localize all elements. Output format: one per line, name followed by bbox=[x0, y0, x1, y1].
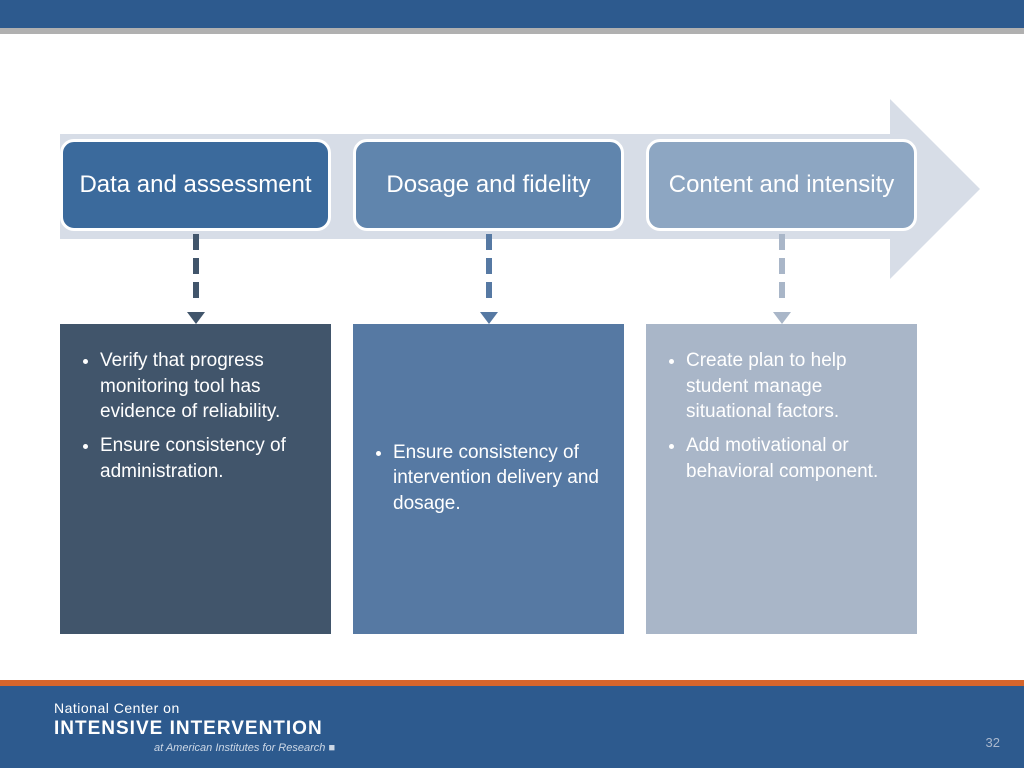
top-box-label: Dosage and fidelity bbox=[386, 170, 590, 200]
detail-box-dosage-fidelity: Ensure consistency of intervention deliv… bbox=[353, 324, 624, 634]
top-box-data-assessment: Data and assessment bbox=[60, 139, 331, 231]
header-top-bar bbox=[0, 0, 1024, 28]
footer-logo-line2: INTENSIVE INTERVENTION bbox=[54, 718, 1024, 740]
detail-box-content-intensity: Create plan to help student manage situa… bbox=[646, 324, 917, 634]
detail-box-data-assessment: Verify that progress monitoring tool has… bbox=[60, 324, 331, 634]
footer-bar: National Center on INTENSIVE INTERVENTIO… bbox=[0, 686, 1024, 768]
top-box-label: Content and intensity bbox=[669, 170, 894, 200]
top-box-dosage-fidelity: Dosage and fidelity bbox=[353, 139, 624, 231]
top-box-row: Data and assessment Dosage and fidelity … bbox=[60, 139, 917, 231]
detail-bullet: Ensure consistency of intervention deliv… bbox=[393, 440, 606, 517]
top-box-label: Data and assessment bbox=[79, 170, 311, 200]
connector-arrow-1 bbox=[193, 234, 199, 314]
page-number: 32 bbox=[986, 735, 1000, 750]
footer: National Center on INTENSIVE INTERVENTIO… bbox=[0, 680, 1024, 768]
detail-bullet: Create plan to help student manage situa… bbox=[686, 348, 899, 425]
footer-logo-line3: at American Institutes for Research bbox=[154, 742, 1024, 754]
detail-bullet: Verify that progress monitoring tool has… bbox=[100, 348, 313, 425]
footer-logo-line1: National Center on bbox=[54, 700, 1024, 716]
connector-arrow-3 bbox=[779, 234, 785, 314]
detail-bullet: Ensure consistency of administration. bbox=[100, 433, 313, 484]
connector-arrow-2 bbox=[486, 234, 492, 314]
detail-bullet: Add motivational or behavioral component… bbox=[686, 433, 899, 484]
content-area: Data and assessment Dosage and fidelity … bbox=[0, 34, 1024, 674]
top-box-content-intensity: Content and intensity bbox=[646, 139, 917, 231]
detail-box-row: Verify that progress monitoring tool has… bbox=[60, 324, 917, 634]
